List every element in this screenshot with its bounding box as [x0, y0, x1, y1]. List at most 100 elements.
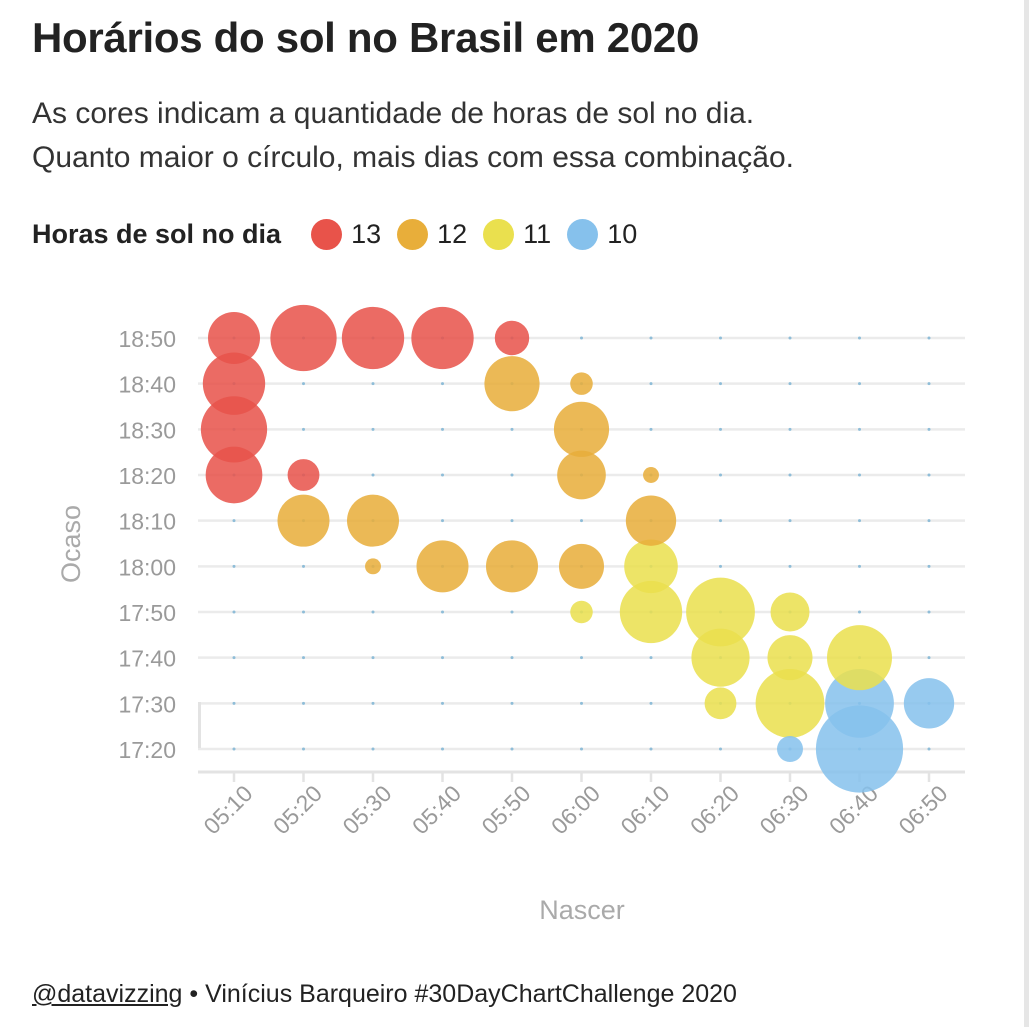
- grid-dot: [371, 382, 375, 386]
- x-tick-label: 06:20: [685, 780, 744, 839]
- y-tick-label: 18:30: [118, 417, 176, 443]
- y-tick-label: 18:20: [118, 463, 176, 489]
- bubble-06:10-18:20: [643, 467, 659, 483]
- x-tick-label: 06:00: [546, 780, 605, 839]
- bubble-05:50-18:00: [486, 540, 538, 593]
- bubble-06:10-18:10: [625, 495, 677, 546]
- bubble-06:30-17:50: [770, 592, 810, 632]
- legend-title: Horas de sol no dia: [32, 218, 282, 249]
- grid-dot: [441, 473, 444, 477]
- bubble-06:10-17:50: [619, 580, 683, 644]
- grid-dot: [441, 701, 444, 705]
- grid-dot: [858, 473, 861, 477]
- grid-dot: [371, 610, 375, 614]
- grid-dot: [927, 656, 931, 660]
- grid-dot: [302, 564, 305, 568]
- chart-subtitle: As cores indicam a quantidade de horas d…: [32, 92, 794, 180]
- grid-dot: [302, 656, 305, 660]
- grid-dot: [649, 427, 653, 431]
- grid-dot: [441, 610, 444, 614]
- grid-dot: [371, 747, 375, 751]
- x-axis-title: Nascer: [539, 895, 625, 925]
- grid-dot: [510, 747, 514, 751]
- bubble-05:20-18:10: [277, 494, 330, 547]
- grid-dot: [788, 427, 792, 431]
- bubbles: [200, 304, 955, 793]
- grid-dot: [302, 610, 305, 614]
- grid-dot: [858, 382, 861, 386]
- grid-dot: [510, 610, 514, 614]
- author-handle-link[interactable]: @datavizzing: [32, 980, 183, 1008]
- grid-dot: [858, 336, 861, 340]
- grid-dot: [510, 656, 514, 660]
- x-tick-label: 05:50: [476, 780, 535, 839]
- bubble-05:40-18:50: [411, 306, 474, 370]
- x-tick-label: 06:10: [615, 780, 674, 839]
- grid-dot: [441, 747, 444, 751]
- grid-dot: [927, 473, 931, 477]
- legend-item-10: 10: [567, 218, 638, 250]
- grid-dot: [719, 747, 722, 751]
- y-tick-label: 18:00: [118, 554, 176, 580]
- grid-dot: [927, 564, 931, 568]
- subtitle-line-1: As cores indicam a quantidade de horas d…: [32, 97, 755, 130]
- bubble-05:50-18:40: [484, 356, 540, 412]
- y-tick-label: 17:50: [118, 600, 176, 626]
- grid-dot: [510, 427, 514, 431]
- x-tick-label: 06:50: [893, 780, 952, 839]
- legend-swatch-12: [397, 218, 429, 250]
- grid-dot: [927, 427, 931, 431]
- grid-dot: [649, 656, 653, 660]
- x-tick-label: 05:40: [407, 780, 466, 839]
- grid-dot: [788, 473, 792, 477]
- grid-dot: [232, 656, 236, 660]
- bubble-05:10-18:40: [202, 352, 266, 415]
- grid-dot: [719, 336, 722, 340]
- grid-dot: [858, 610, 861, 614]
- bubble-06:20-17:30: [704, 687, 737, 720]
- grid-dot: [788, 336, 792, 340]
- grid-dot: [649, 701, 653, 705]
- subtitle-line-2: Quanto maior o círculo, mais dias com es…: [32, 141, 794, 174]
- bubble-06:50-17:30: [903, 678, 955, 729]
- legend-item-12: 12: [397, 218, 467, 250]
- grid-dot: [510, 473, 514, 477]
- y-tick-label: 17:20: [118, 737, 176, 763]
- grid-dot: [371, 473, 375, 477]
- bubble-06:00-18:00: [558, 543, 605, 589]
- legend: Horas de sol no dia 13 12 11 10: [32, 214, 653, 254]
- legend-label-11: 11: [523, 218, 552, 249]
- bubble-06:00-18:40: [570, 372, 593, 395]
- y-tick-label: 18:50: [118, 326, 176, 352]
- legend-item-11: 11: [483, 218, 552, 250]
- bubble-06:20-17:50: [686, 577, 755, 647]
- grid-dot: [927, 382, 931, 386]
- grid-dot: [927, 747, 931, 751]
- footer: @datavizzing • Vinícius Barqueiro #30Day…: [32, 980, 737, 1009]
- bubble-06:00-17:50: [570, 600, 593, 624]
- grid-dot: [788, 519, 792, 523]
- bubble-05:40-18:00: [416, 540, 469, 593]
- grid-dot: [858, 427, 861, 431]
- grid-dot: [580, 336, 583, 340]
- y-tick-label: 17:40: [118, 646, 176, 672]
- legend-label-10: 10: [607, 218, 638, 249]
- grid-dot: [441, 656, 444, 660]
- grid-dot: [302, 701, 305, 705]
- grid-dot: [719, 473, 722, 477]
- bubble-06:40-17:40: [827, 625, 892, 691]
- grid-dot: [232, 564, 236, 568]
- grid-dot: [927, 519, 931, 523]
- grid-dot: [580, 519, 583, 523]
- bubble-05:10-18:50: [208, 312, 260, 364]
- bubble-05:30-18:50: [341, 306, 405, 370]
- legend-item-13: 13: [311, 218, 381, 250]
- grid-dot: [510, 519, 514, 523]
- y-tick-label: 18:10: [118, 509, 176, 535]
- grid-dot: [371, 427, 375, 431]
- grid-dot: [441, 519, 444, 523]
- bubble-05:30-18:00: [365, 558, 381, 575]
- grid-dot: [302, 747, 305, 751]
- bubble-05:10-18:30: [200, 396, 268, 463]
- legend-swatch-11: [483, 218, 515, 250]
